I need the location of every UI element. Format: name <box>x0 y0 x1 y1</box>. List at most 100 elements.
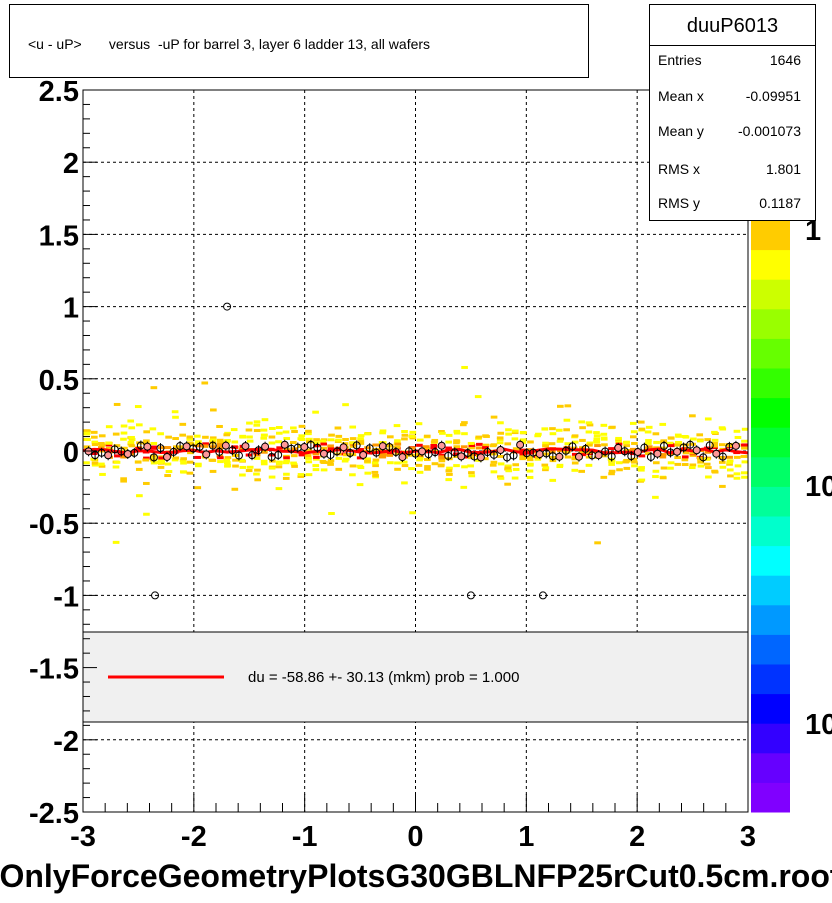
heatmap-cell <box>645 438 652 442</box>
heatmap-cell <box>704 438 711 442</box>
heatmap-cell <box>143 439 150 443</box>
heatmap-cell <box>718 443 726 447</box>
palette-swatch <box>751 368 790 399</box>
profile-marker <box>581 444 590 453</box>
heatmap-cell <box>475 446 483 450</box>
profile-marker <box>202 450 211 459</box>
palette-swatch <box>751 397 790 428</box>
profile-marker <box>673 447 682 456</box>
heatmap-cell <box>422 445 430 449</box>
profile-marker <box>601 447 610 456</box>
palette-label: 10 <box>805 471 832 503</box>
heatmap-cell <box>394 439 401 443</box>
heatmap-cell <box>409 430 417 434</box>
heatmap-cell <box>97 462 105 466</box>
palette-swatch <box>751 249 790 280</box>
heatmap-cell <box>268 475 276 479</box>
heatmap-cell <box>120 477 127 481</box>
heatmap-cell <box>476 442 483 446</box>
heatmap-cell <box>150 441 158 445</box>
heatmap-cell <box>585 421 593 425</box>
heatmap-cell <box>505 428 512 432</box>
heatmap-cell <box>482 443 490 447</box>
heatmap-cell <box>689 442 697 446</box>
heatmap-cell <box>157 446 165 450</box>
heatmap-cell <box>268 466 276 470</box>
heatmap-cell <box>194 441 202 445</box>
heatmap-cell <box>171 410 179 414</box>
heatmap-cell <box>224 464 232 468</box>
heatmap-cell <box>445 433 453 437</box>
heatmap-cell <box>526 458 534 462</box>
heatmap-cell <box>571 457 579 461</box>
heatmap-cell <box>571 461 579 465</box>
heatmap-cell <box>297 474 305 478</box>
heatmap-cell <box>379 431 386 435</box>
heatmap-cell <box>143 430 150 434</box>
heatmap-cell <box>90 430 98 434</box>
heatmap-cell <box>371 449 379 453</box>
y-tick-label: 0 <box>63 437 79 469</box>
heatmap-cell <box>105 441 112 445</box>
heatmap-cell <box>209 458 217 462</box>
heatmap-cell <box>217 460 224 464</box>
heatmap-cell <box>372 464 379 468</box>
heatmap-cell <box>275 440 282 444</box>
heatmap-cell <box>335 452 342 456</box>
heatmap-cell <box>585 463 593 467</box>
heatmap-cell <box>490 460 498 464</box>
palette-swatch <box>751 279 790 310</box>
profile-marker <box>731 441 740 450</box>
palette-swatch <box>751 575 790 606</box>
heatmap-cell <box>467 464 474 468</box>
heatmap-cell <box>127 440 135 444</box>
heatmap-cell <box>83 431 91 435</box>
heatmap-cell <box>217 441 224 445</box>
heatmap-cell <box>164 474 171 478</box>
heatmap-cell <box>674 443 682 447</box>
heatmap-cell <box>496 441 504 445</box>
heatmap-cell <box>489 463 497 467</box>
heatmap-cell <box>298 434 306 438</box>
palette-swatch <box>751 634 790 665</box>
heatmap-cell <box>571 468 579 472</box>
heatmap-cell <box>143 456 150 460</box>
profile-marker <box>215 447 224 456</box>
heatmap-cell <box>439 431 446 435</box>
heatmap-cell <box>497 462 505 466</box>
heatmap-cell <box>452 452 460 456</box>
heatmap-cell <box>372 443 380 447</box>
profile-marker <box>418 447 427 456</box>
heatmap-cell <box>269 426 276 430</box>
heatmap-cell <box>415 422 423 426</box>
heatmap-cell <box>711 444 718 448</box>
heatmap-cell <box>276 446 283 450</box>
profile-marker <box>306 440 315 449</box>
profile-marker <box>241 442 250 451</box>
heatmap-cell <box>290 463 298 467</box>
heatmap-cell <box>305 429 312 433</box>
heatmap-cell <box>246 421 253 425</box>
x-tick-label: -1 <box>292 821 318 853</box>
heatmap-cell <box>283 456 290 460</box>
y-tick-label: -1 <box>53 581 79 613</box>
heatmap-cell <box>134 405 142 409</box>
heatmap-cell <box>705 475 712 479</box>
heatmap-cell <box>90 451 98 455</box>
heatmap-cell <box>193 434 201 438</box>
heatmap-cell <box>386 453 394 457</box>
heatmap-cell <box>261 418 269 422</box>
heatmap-cell <box>482 457 489 461</box>
heatmap-cell <box>260 428 268 432</box>
heatmap-cell <box>482 448 490 452</box>
heatmap-cell <box>697 460 704 464</box>
heatmap-cell <box>438 459 446 463</box>
heatmap-cell <box>667 461 675 465</box>
heatmap-cell <box>609 425 616 429</box>
heatmap-cell <box>246 465 254 469</box>
heatmap-cell <box>719 484 726 488</box>
heatmap-cell <box>187 451 194 455</box>
heatmap-cell <box>461 365 468 369</box>
heatmap-cell <box>511 431 519 435</box>
